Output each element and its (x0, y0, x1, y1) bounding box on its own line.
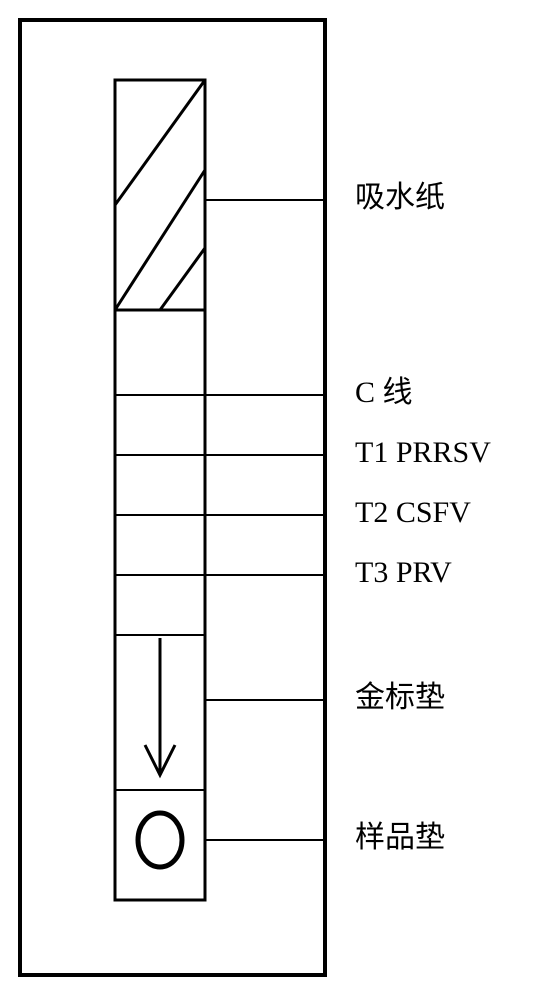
label-absorbent: 吸水纸 (355, 181, 445, 214)
label-t3: T3 PRV (355, 556, 452, 589)
sample-well-icon (138, 813, 182, 867)
label-t2: T2 CSFV (355, 496, 471, 529)
label-sample_pad: 样品垫 (355, 821, 445, 854)
hatch-line-2 (160, 248, 205, 310)
label-t1: T1 PRRSV (355, 436, 491, 469)
diagram-svg: 吸水纸 C 线 T1 PRRSV T2 CSFV T3 PRV 金标垫样品垫 (0, 0, 560, 1000)
label-gold_pad: 金标垫 (355, 681, 445, 714)
hatch-line-1 (115, 170, 205, 310)
hatch-line-0 (115, 80, 205, 205)
diagram-canvas: 吸水纸 C 线 T1 PRRSV T2 CSFV T3 PRV 金标垫样品垫 (0, 0, 560, 1000)
outer-housing (20, 20, 325, 975)
label-c_line: C 线 (355, 376, 413, 409)
